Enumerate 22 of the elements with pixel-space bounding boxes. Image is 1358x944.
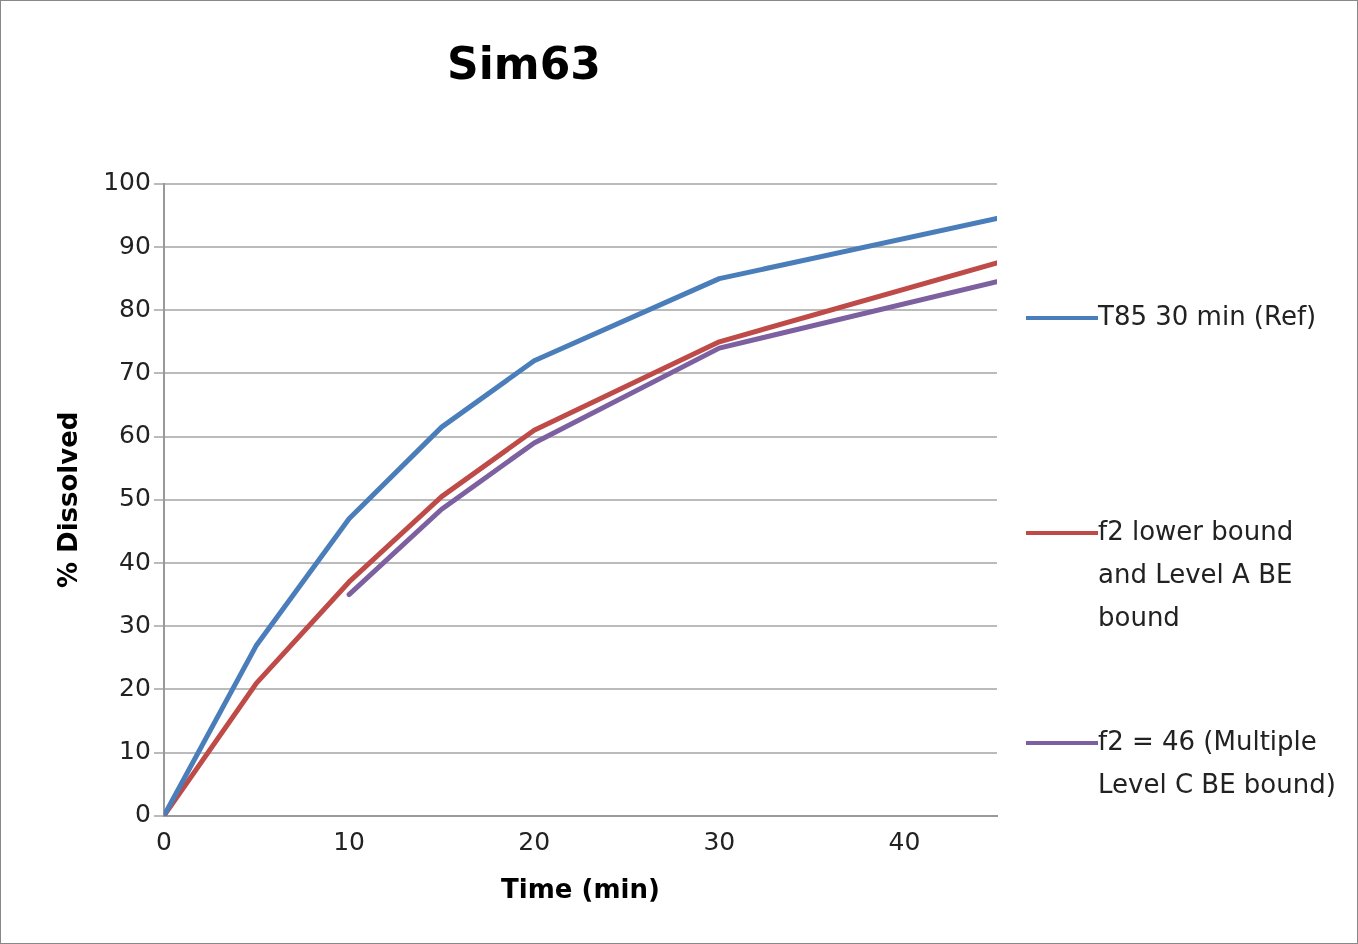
y-tick-label: 0 — [135, 799, 151, 829]
y-tick-label: 90 — [119, 230, 151, 260]
x-tick-label: 30 — [703, 827, 736, 857]
y-tick-label: 10 — [119, 736, 151, 766]
legend-label: T85 30 min (Ref) — [1098, 300, 1318, 333]
y-tick-label: 20 — [119, 672, 151, 702]
legend-label: f2 = 46 (Multiple Level C BE bound) — [1098, 725, 1337, 801]
chart-title: Sim63 — [447, 37, 601, 89]
x-tick-label: 10 — [333, 827, 365, 857]
y-tick-label: 30 — [119, 609, 151, 639]
x-axis-title: Time (min) — [501, 874, 660, 905]
y-axis-title: % Dissolved — [53, 411, 84, 589]
x-tick-label: 0 — [155, 827, 172, 857]
y-tick-label: 100 — [103, 167, 151, 197]
x-tick-label: 20 — [518, 827, 551, 857]
y-tick-label: 70 — [119, 356, 151, 386]
y-tick-label: 40 — [119, 546, 151, 576]
y-tick-label: 50 — [119, 483, 151, 513]
y-tick-label: 80 — [119, 293, 151, 323]
legend-label: f2 lower bound and Level A BE bound — [1098, 515, 1295, 634]
x-tick-label: 40 — [888, 827, 921, 857]
y-tick-label: 60 — [119, 420, 151, 450]
